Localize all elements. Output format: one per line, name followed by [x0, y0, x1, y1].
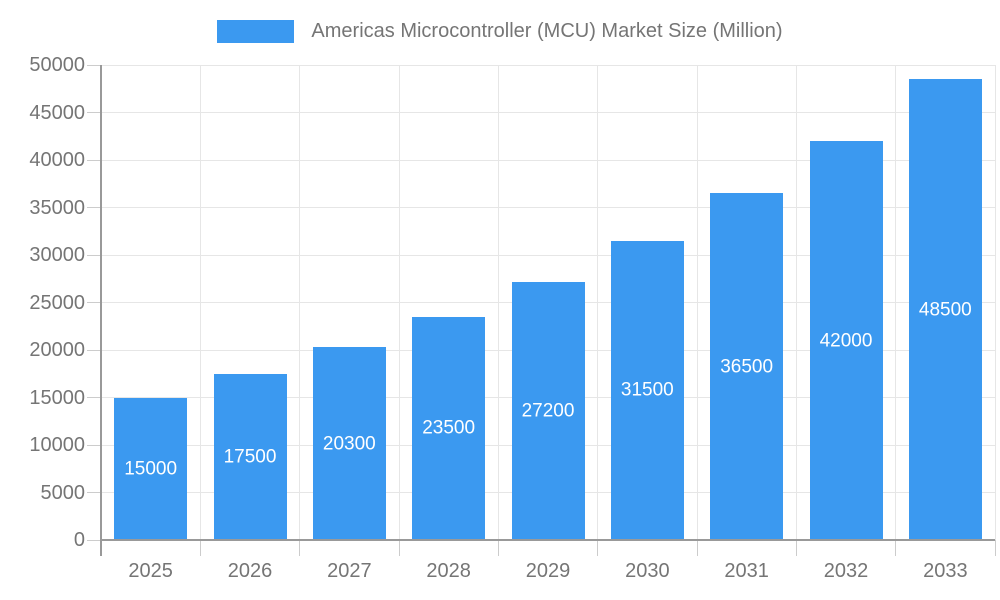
x-axis-tick-label: 2026	[227, 560, 273, 582]
h-gridline	[101, 64, 995, 66]
bar-value-label: 27200	[521, 400, 575, 422]
y-axis-tick	[87, 444, 101, 446]
bar-value-label: 17500	[223, 446, 277, 468]
y-axis-tick	[87, 397, 101, 398]
x-axis-tick	[994, 540, 996, 556]
y-axis-tick-label: 35000	[29, 196, 85, 219]
v-gridline	[795, 65, 797, 540]
y-axis-tick-label: 20000	[29, 339, 85, 361]
y-axis-tick-label: 0	[73, 529, 85, 551]
h-gridline	[101, 112, 995, 113]
h-gridline	[101, 159, 995, 161]
legend[interactable]: Americas Microcontroller (MCU) Market Si…	[0, 20, 1000, 43]
x-axis-tick-label: 2028	[426, 560, 471, 582]
bar-2032[interactable]	[809, 141, 883, 540]
x-axis-tick	[100, 540, 102, 556]
y-axis-tick-label: 25000	[29, 291, 85, 314]
x-axis-tick-label: 2025	[128, 560, 173, 582]
bar-2025[interactable]	[114, 397, 188, 540]
legend-label: Americas Microcontroller (MCU) Market Si…	[311, 20, 783, 42]
y-axis-tick	[87, 539, 101, 541]
y-axis-tick	[87, 492, 101, 493]
bar-value-label: 15000	[124, 458, 178, 480]
bar-value-label: 48500	[918, 299, 972, 321]
y-axis-tick	[87, 112, 101, 113]
x-axis-tick-label: 2030	[625, 560, 670, 582]
bar-value-label: 23500	[422, 417, 476, 439]
v-gridline	[597, 65, 599, 540]
bar-value-label: 31500	[620, 379, 674, 401]
x-axis-tick	[497, 540, 499, 556]
y-axis-tick	[87, 207, 101, 208]
legend-swatch	[217, 20, 295, 43]
bar-value-label: 20300	[322, 433, 376, 455]
y-axis-tick-label: 40000	[29, 149, 85, 171]
y-axis-tick	[87, 159, 101, 161]
y-axis-tick	[87, 64, 101, 66]
y-axis-tick-label: 10000	[29, 434, 85, 456]
y-axis-tick	[87, 254, 101, 256]
v-gridline	[497, 65, 499, 540]
v-gridline	[994, 65, 996, 540]
x-axis-tick	[696, 540, 698, 556]
x-axis-tick-label: 2027	[327, 560, 372, 582]
x-axis-line	[101, 538, 995, 541]
bar-2027[interactable]	[312, 347, 386, 540]
v-gridline	[299, 65, 301, 540]
y-axis-line	[100, 65, 102, 540]
v-gridline	[199, 65, 201, 540]
bar-value-label: 42000	[819, 330, 873, 351]
v-gridline	[895, 65, 897, 540]
x-axis-tick-label: 2029	[525, 560, 571, 582]
bar-2031[interactable]	[710, 193, 784, 540]
bar-2033[interactable]	[908, 79, 982, 540]
h-gridline	[101, 254, 995, 256]
x-axis-tick-label: 2031	[724, 560, 769, 582]
y-axis-tick	[87, 302, 101, 303]
y-axis-tick	[87, 349, 101, 351]
bar-2029[interactable]	[511, 281, 585, 540]
v-gridline	[696, 65, 698, 540]
h-gridline	[101, 207, 995, 208]
bar-2026[interactable]	[213, 373, 287, 540]
bar-2030[interactable]	[610, 240, 684, 540]
y-axis-tick-label: 30000	[29, 244, 85, 266]
x-axis-tick	[199, 540, 201, 556]
x-axis-tick	[597, 540, 599, 556]
x-axis-tick	[895, 540, 897, 556]
y-axis-tick-label: 45000	[29, 101, 85, 124]
y-axis-tick-label: 50000	[29, 54, 85, 76]
v-gridline	[398, 65, 400, 540]
plot-area: 0 5000 10000 15000 20000 25000 30000 35000 40000…	[29, 55, 996, 581]
x-axis-tick	[795, 540, 797, 556]
y-axis-tick-label: 5000	[40, 481, 86, 504]
x-axis-tick-label: 2032	[823, 560, 869, 582]
x-axis-tick	[299, 540, 301, 556]
bar-2028[interactable]	[412, 316, 486, 540]
x-axis-tick	[398, 540, 400, 556]
x-axis-tick-label: 2033	[923, 560, 968, 582]
y-axis-tick-label: 15000	[29, 386, 85, 409]
bar-value-label: 36500	[720, 356, 774, 378]
